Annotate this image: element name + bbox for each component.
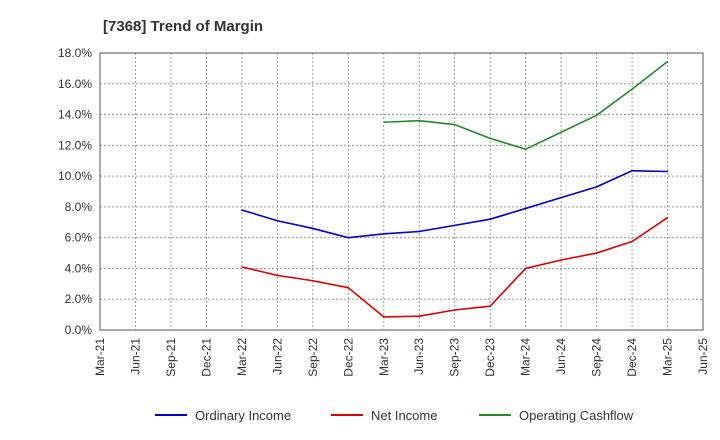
data-point: [383, 316, 385, 318]
y-tick-label: 0.0%: [65, 323, 93, 337]
data-point: [525, 267, 527, 270]
y-tick-label: 18.0%: [58, 46, 92, 60]
series-ordinary-income: [241, 169, 669, 239]
data-point: [347, 237, 349, 239]
legend-label: Ordinary Income: [195, 408, 291, 423]
x-tick-label: Dec-21: [199, 338, 213, 377]
data-point: [595, 114, 598, 116]
x-tick-label: Sep-23: [448, 338, 462, 377]
data-point: [631, 240, 633, 243]
y-tick-label: 4.0%: [65, 261, 93, 275]
series-net-income: [241, 216, 669, 318]
legend-label: Operating Cashflow: [519, 408, 634, 423]
data-point: [560, 131, 562, 133]
x-tick-label: Mar-25: [661, 338, 675, 376]
data-point: [560, 259, 562, 261]
data-point: [666, 217, 669, 219]
data-point: [418, 315, 420, 317]
x-tick-label: Mar-23: [377, 338, 391, 376]
y-tick-label: 10.0%: [58, 169, 92, 183]
legend: Ordinary Income Net Income Operating Cashf…: [155, 408, 634, 423]
x-tick-label: Sep-21: [164, 338, 178, 377]
x-tick-label: Sep-24: [590, 338, 604, 377]
data-point: [347, 287, 349, 289]
x-tick-label: Jun-21: [128, 338, 142, 375]
y-tick-label: 16.0%: [58, 77, 92, 91]
grid: [99, 52, 704, 331]
x-tick-label: Dec-22: [341, 338, 355, 377]
data-point: [454, 309, 456, 311]
data-point: [241, 266, 243, 268]
data-point: [489, 137, 491, 140]
x-tick-label: Jun-24: [554, 338, 568, 375]
data-point: [312, 227, 314, 230]
data-point: [276, 274, 278, 276]
data-point: [666, 170, 669, 173]
data-point: [489, 218, 491, 220]
data-point: [454, 224, 456, 226]
x-tick-label: Dec-23: [483, 338, 497, 377]
data-point: [560, 197, 562, 199]
x-tick-label: Dec-24: [625, 338, 639, 377]
data-point: [418, 120, 420, 122]
data-point: [595, 186, 598, 188]
x-tick-label: Jun-25: [696, 338, 710, 375]
data-point: [666, 60, 669, 63]
legend-item: Net Income: [331, 408, 437, 423]
x-tick-label: Sep-22: [306, 338, 320, 377]
data-point: [312, 280, 314, 282]
series-line: [241, 169, 668, 239]
data-point: [525, 207, 527, 210]
x-axis-ticks: Mar-21 Jun-21 Sep-21 Dec-21 Mar-22 Jun-22 Sep-…: [93, 338, 710, 377]
x-tick-label: Mar-24: [519, 338, 533, 376]
data-point: [489, 305, 491, 307]
legend-label: Net Income: [371, 408, 437, 423]
data-point: [383, 121, 385, 123]
plot-frame: [99, 52, 704, 331]
x-tick-label: Jun-22: [270, 338, 284, 375]
x-tick-label: Mar-22: [235, 338, 249, 376]
y-tick-label: 8.0%: [65, 200, 93, 214]
data-point: [595, 252, 598, 254]
y-tick-label: 14.0%: [58, 108, 92, 122]
data-point: [241, 209, 243, 211]
y-tick-label: 2.0%: [65, 292, 93, 306]
data-point: [383, 233, 385, 235]
data-point: [454, 123, 456, 126]
data-point: [631, 170, 633, 172]
series-operating-cashflow: [383, 60, 669, 150]
x-tick-label: Mar-21: [93, 338, 107, 376]
y-axis-ticks: 0.0% 2.0% 4.0% 6.0% 8.0% 10.0% 12.0% 14.0% 16.0%…: [58, 46, 92, 337]
data-point: [631, 88, 633, 90]
y-tick-label: 12.0%: [58, 138, 92, 152]
y-tick-label: 6.0%: [65, 231, 93, 245]
data-point: [525, 148, 527, 150]
series-lines: [241, 60, 669, 318]
data-point: [418, 230, 420, 233]
x-tick-label: Jun-23: [412, 338, 426, 375]
legend-item: Operating Cashflow: [479, 408, 634, 423]
legend-item: Ordinary Income: [155, 408, 291, 423]
data-point: [276, 220, 278, 222]
chart-title: [7368] Trend of Margin: [103, 18, 263, 35]
